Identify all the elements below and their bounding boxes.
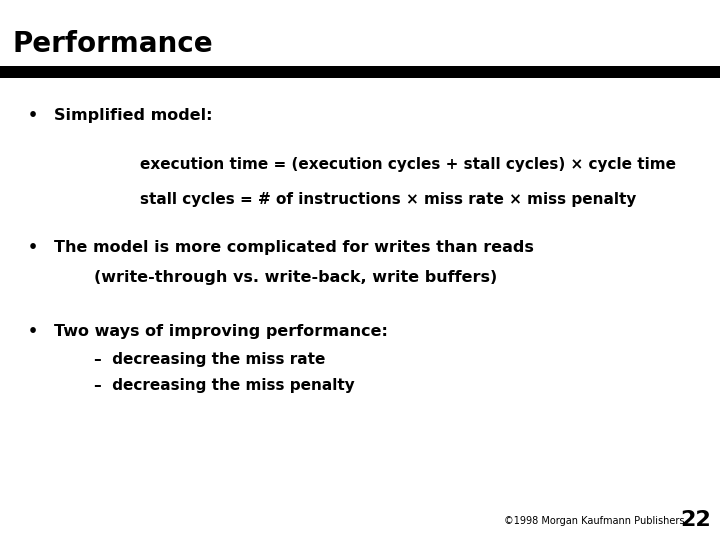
Text: Performance: Performance [13, 30, 214, 58]
Text: stall cycles = # of instructions × miss rate × miss penalty: stall cycles = # of instructions × miss … [140, 192, 636, 207]
Text: Simplified model:: Simplified model: [54, 108, 212, 123]
Text: ©1998 Morgan Kaufmann Publishers: ©1998 Morgan Kaufmann Publishers [504, 516, 685, 526]
Text: (write-through vs. write-back, write buffers): (write-through vs. write-back, write buf… [94, 270, 497, 285]
Text: The model is more complicated for writes than reads: The model is more complicated for writes… [54, 240, 534, 255]
Text: •: • [27, 108, 37, 123]
Text: •: • [27, 324, 37, 339]
Text: execution time = (execution cycles + stall cycles) × cycle time: execution time = (execution cycles + sta… [140, 157, 676, 172]
Text: Two ways of improving performance:: Two ways of improving performance: [54, 324, 388, 339]
Text: 22: 22 [680, 510, 711, 530]
Text: –  decreasing the miss rate: – decreasing the miss rate [94, 352, 325, 367]
Text: –  decreasing the miss penalty: – decreasing the miss penalty [94, 378, 354, 393]
Bar [0, 66, 720, 78]
Text: •: • [27, 240, 37, 255]
